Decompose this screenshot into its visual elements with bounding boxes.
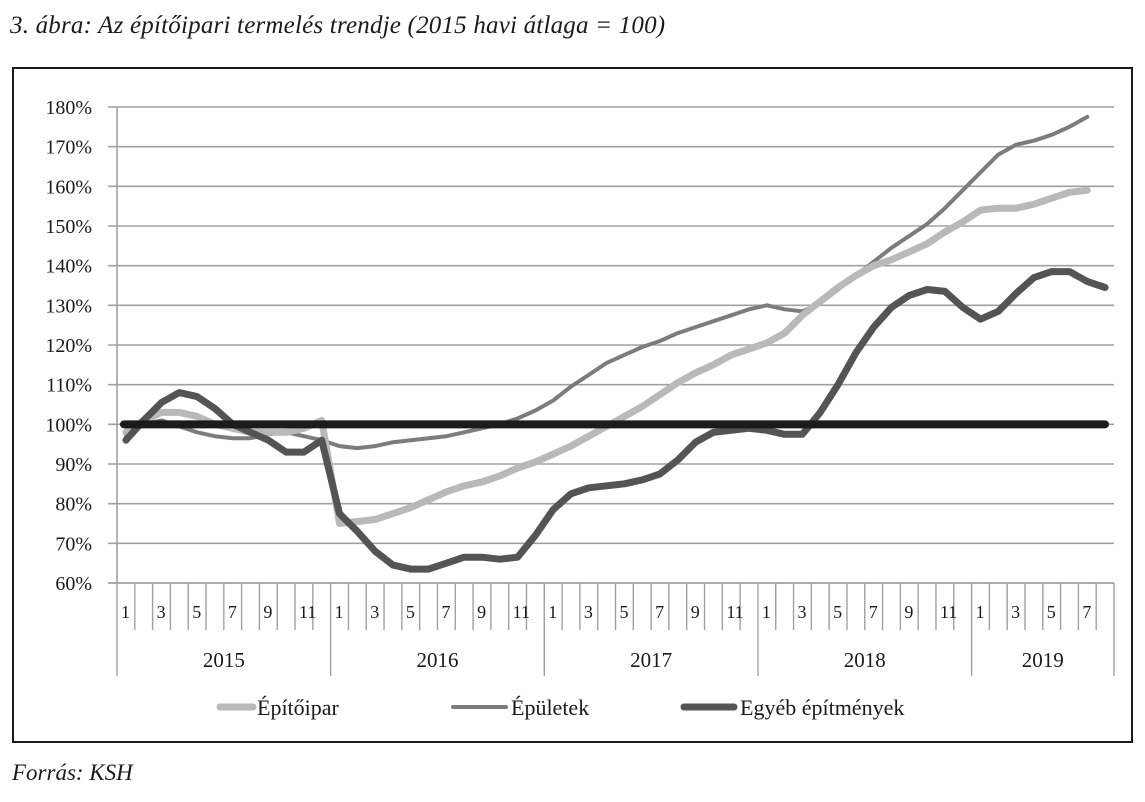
y-tick-label: 80% (55, 494, 92, 516)
legend: Építőipar Épületek Egyéb építmények (216, 695, 904, 720)
month-label: 1 (335, 602, 344, 622)
y-tick-label: 160% (45, 176, 92, 198)
year-label: 2015 (203, 648, 245, 672)
month-label: 11 (299, 602, 316, 622)
year-label: 2019 (1022, 648, 1064, 672)
month-label: 1 (762, 602, 771, 622)
month-label: 7 (1082, 602, 1091, 622)
month-label: 1 (548, 602, 557, 622)
month-label: 9 (904, 602, 913, 622)
y-tick-label: 60% (55, 573, 92, 595)
month-label: 5 (192, 602, 201, 622)
chart-frame (12, 67, 1133, 743)
legend-label: Épületek (511, 695, 589, 720)
series-line-0 (122, 186, 1091, 527)
month-label: 11 (726, 602, 743, 622)
y-tick-label: 110% (46, 375, 92, 397)
y-tick-label: 140% (45, 256, 92, 278)
y-tick-label: 100% (45, 414, 92, 436)
series-line-2 (122, 268, 1109, 573)
month-label: 3 (157, 602, 166, 622)
month-label: 11 (940, 602, 957, 622)
month-label: 3 (370, 602, 379, 622)
year-label: 2017 (630, 648, 672, 672)
month-label: 7 (228, 602, 237, 622)
y-tick-label: 180% (45, 97, 92, 119)
month-label: 7 (441, 602, 450, 622)
source-note: Forrás: KSH (12, 760, 133, 785)
month-label: 7 (655, 602, 664, 622)
y-axis-tick-labels: 60% 70% 80% 90% 100% 110% 120% 130% 140% 150% 160%… (45, 97, 92, 595)
month-label: 5 (833, 602, 842, 622)
month-label: 3 (584, 602, 593, 622)
month-label: 5 (620, 602, 629, 622)
series-line-1 (123, 114, 1090, 451)
legend-label: Egyéb építmények (740, 695, 904, 720)
month-label: 11 (513, 602, 530, 622)
month-label: 5 (1047, 602, 1056, 622)
month-label: 7 (869, 602, 878, 622)
y-tick-label: 70% (55, 533, 92, 555)
year-label: 2018 (844, 648, 886, 672)
y-tick-label: 130% (45, 295, 92, 317)
y-tick-label: 150% (45, 216, 92, 238)
month-label: 9 (477, 602, 486, 622)
year-label: 2016 (416, 648, 458, 672)
figure-title: 3. ábra: Az építőipari termelés trendje … (10, 12, 666, 39)
month-label: 3 (1011, 602, 1020, 622)
y-tick-label: 90% (55, 454, 92, 476)
y-tick-label: 170% (45, 137, 92, 159)
month-label: 3 (798, 602, 807, 622)
month-label: 1 (121, 602, 130, 622)
gridlines (108, 106, 1114, 584)
legend-label: Építőipar (257, 695, 340, 720)
y-tick-label: 120% (45, 335, 92, 357)
month-label: 1 (976, 602, 985, 622)
month-label: 9 (263, 602, 272, 622)
month-label: 5 (406, 602, 415, 622)
month-label: 9 (691, 602, 700, 622)
data-series (120, 114, 1109, 573)
